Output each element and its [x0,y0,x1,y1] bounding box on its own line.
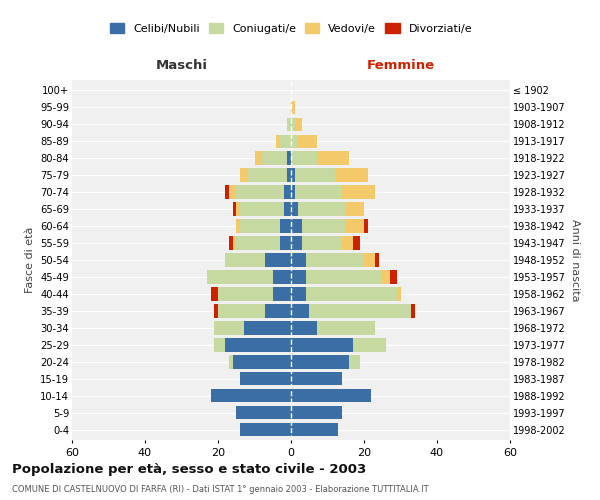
Bar [335,168,368,181]
Bar [280,236,291,250]
Bar [280,220,291,232]
Bar [265,254,291,266]
Text: COMUNE DI CASTELNUOVO DI FARFA (RI) - Dati ISTAT 1° gennaio 2003 - Elaborazione : COMUNE DI CASTELNUOVO DI FARFA (RI) - Da… [12,485,428,494]
Bar [305,270,382,283]
Bar [244,322,291,334]
Bar [229,186,236,198]
Bar [273,270,291,283]
Bar [240,220,280,232]
Bar [346,220,364,232]
Bar [240,168,247,181]
Bar [375,254,379,266]
Bar [273,288,291,300]
Text: Femmine: Femmine [367,58,434,71]
Bar [214,322,244,334]
Bar [291,372,342,386]
Bar [247,168,287,181]
Bar [236,406,291,419]
Bar [287,152,291,164]
Bar [226,186,229,198]
Bar [236,220,240,232]
Bar [353,236,361,250]
Bar [291,254,305,266]
Bar [302,220,346,232]
Bar [291,322,317,334]
Legend: Celibi/Nubili, Coniugati/e, Vedovi/e, Divorziati/e: Celibi/Nubili, Coniugati/e, Vedovi/e, Di… [108,21,474,36]
Bar [353,338,386,351]
Bar [291,134,298,148]
Bar [265,304,291,318]
Bar [317,322,375,334]
Bar [229,236,233,250]
Bar [211,389,291,402]
Bar [364,220,368,232]
Bar [287,118,291,131]
Y-axis label: Anni di nascita: Anni di nascita [569,219,580,301]
Bar [236,186,284,198]
Bar [277,134,280,148]
Text: Popolazione per età, sesso e stato civile - 2003: Popolazione per età, sesso e stato civil… [12,462,366,475]
Bar [291,220,302,232]
Bar [240,372,291,386]
Bar [302,236,342,250]
Bar [342,236,353,250]
Text: Maschi: Maschi [155,58,208,71]
Bar [287,168,291,181]
Bar [284,202,291,215]
Bar [291,270,305,283]
Bar [229,356,233,368]
Bar [236,236,280,250]
Bar [236,202,240,215]
Bar [240,202,284,215]
Bar [233,202,236,215]
Bar [382,270,389,283]
Bar [317,152,349,164]
Bar [291,168,295,181]
Bar [214,338,226,351]
Bar [295,186,342,198]
Bar [305,288,397,300]
Bar [298,134,317,148]
Bar [349,356,361,368]
Bar [291,118,295,131]
Bar [298,202,346,215]
Bar [291,186,295,198]
Bar [389,270,397,283]
Bar [254,152,262,164]
Bar [397,288,401,300]
Bar [291,304,309,318]
Bar [207,270,273,283]
Bar [346,202,364,215]
Bar [295,168,335,181]
Bar [309,304,412,318]
Bar [291,202,298,215]
Bar [211,288,218,300]
Bar [262,152,287,164]
Bar [342,186,375,198]
Bar [291,338,353,351]
Bar [233,356,291,368]
Bar [291,389,371,402]
Bar [291,288,305,300]
Bar [295,118,302,131]
Bar [218,288,273,300]
Bar [240,423,291,436]
Bar [364,254,375,266]
Bar [291,356,349,368]
Bar [226,254,265,266]
Bar [291,423,338,436]
Y-axis label: Fasce di età: Fasce di età [25,227,35,293]
Bar [226,338,291,351]
Bar [218,304,265,318]
Bar [291,100,295,114]
Bar [291,152,317,164]
Bar [291,236,302,250]
Bar [291,406,342,419]
Bar [280,134,291,148]
Bar [284,186,291,198]
Bar [305,254,364,266]
Bar [214,304,218,318]
Bar [233,236,236,250]
Bar [412,304,415,318]
